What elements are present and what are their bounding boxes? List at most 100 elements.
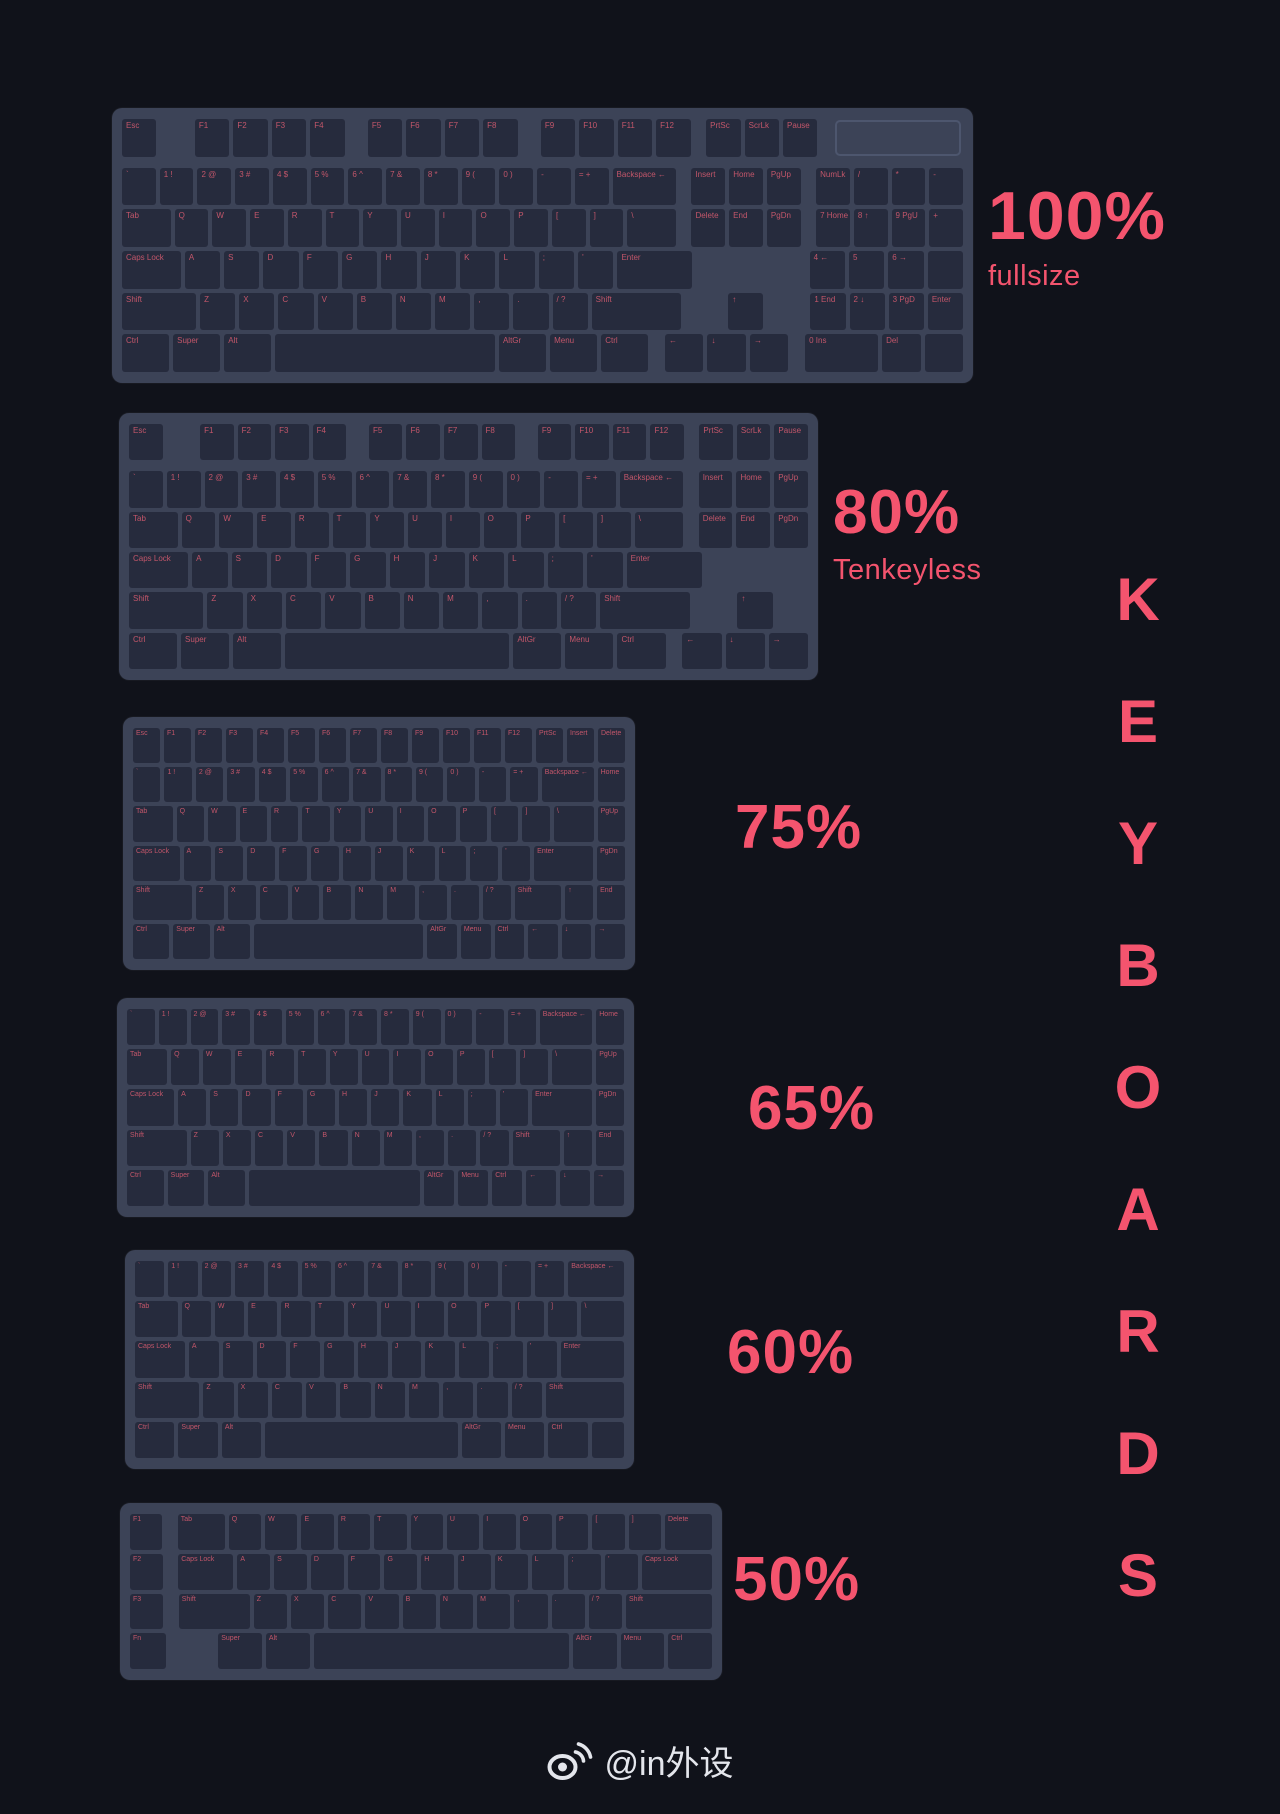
key-home: Home — [736, 471, 771, 508]
vertical-letter-b: B — [1116, 932, 1160, 999]
key-7: 7 & — [353, 767, 381, 803]
key-e: E — [250, 209, 284, 248]
key-i: I — [445, 511, 480, 548]
key-r: R — [270, 806, 299, 842]
keyboard-50-row: F3 Shift Z X C V B N M,. / ? Shift — [130, 1593, 713, 1630]
key-z: Z — [195, 884, 224, 920]
keyboard-100-row: ` 1 ! 2 @3 #4 $5 % 6 ^ 7 & 8 * 9 (0 ) - = + Backs… — [122, 167, 964, 206]
key-altgr: AltGr — [424, 1169, 455, 1207]
spacer — [694, 592, 733, 628]
key-backspace: Backspace ← — [612, 167, 677, 206]
key-backspace: Backspace ← — [539, 1009, 593, 1046]
key-shift: Shift — [133, 884, 192, 920]
key-a: A — [184, 251, 221, 289]
key-x: X — [239, 292, 275, 331]
key-: ↑ — [728, 292, 764, 331]
key-u: U — [446, 1514, 480, 1550]
key-y: Y — [329, 1049, 358, 1086]
key-o: O — [448, 1301, 478, 1338]
key-blank — [924, 334, 964, 373]
spacer — [349, 119, 364, 157]
key-caps-lock: Caps Lock — [641, 1553, 712, 1590]
key-: ↓ — [561, 923, 592, 960]
key-a: A — [183, 845, 212, 881]
keyboard-60-row: Ctrl Super Alt AltGr Menu Ctrl — [135, 1421, 625, 1459]
key-g: G — [384, 1553, 418, 1590]
key-enter: Enter — [560, 1341, 624, 1378]
key-ctrl: Ctrl — [668, 1633, 712, 1669]
key-alt: Alt — [208, 1169, 246, 1207]
key-: . — [448, 1129, 477, 1166]
key-altgr: AltGr — [513, 632, 562, 669]
key-scrlk: ScrLk — [736, 424, 771, 461]
key-alt: Alt — [224, 334, 272, 373]
key-f1: F1 — [194, 119, 230, 157]
keyboard-80-row: Caps Lock A S D F G H J K L; ' Enter — [129, 551, 808, 589]
key-m: M — [443, 592, 479, 629]
key-k: K — [425, 1341, 456, 1378]
key-o: O — [476, 209, 511, 248]
key-2: 2 @ — [204, 471, 239, 508]
key-r: R — [337, 1514, 371, 1550]
spacer — [519, 424, 534, 460]
key-t: T — [325, 209, 360, 248]
key-k: K — [403, 1089, 432, 1126]
key-f3: F3 — [275, 424, 309, 461]
key-enter: Enter — [927, 292, 963, 331]
key-super: Super — [173, 923, 210, 960]
key-pgdn: PgDn — [766, 209, 801, 248]
key-altgr: AltGr — [427, 923, 457, 960]
key-x: X — [222, 1129, 252, 1166]
key-q: Q — [176, 806, 205, 842]
size-label-60: 60% — [727, 1322, 854, 1384]
key-l: L — [508, 551, 544, 589]
key-b: B — [364, 592, 400, 629]
key-: [ — [551, 209, 586, 248]
keyboard-50: F1 Tab Q W E R T Y U I O P[] Delete F2 Caps Lock A S D F G H… — [120, 1503, 722, 1680]
size-label-50-percent: 50% — [733, 1545, 861, 1614]
key-enter: Enter — [626, 551, 702, 589]
key-m: M — [477, 1593, 511, 1630]
key-: ` — [127, 1009, 155, 1046]
keyboard-75-row: Caps Lock A S D F G H J K L; ' Enter PgDn — [133, 845, 625, 881]
key-x: X — [237, 1381, 268, 1418]
key-n: N — [439, 1593, 474, 1630]
key-1-end: 1 End — [810, 292, 846, 331]
key-: ; — [547, 551, 584, 589]
key-f1: F1 — [130, 1514, 163, 1550]
spacer — [792, 334, 801, 372]
key-8: 8 ↑ — [853, 209, 888, 248]
key-delete: Delete — [598, 728, 625, 764]
key-pgup: PgUp — [597, 806, 625, 842]
key-v: V — [306, 1381, 337, 1418]
key-6: 6 ^ — [317, 1009, 346, 1046]
key-f12: F12 — [650, 424, 684, 461]
key-5: 5 % — [317, 471, 352, 508]
key-: . — [521, 592, 557, 629]
keyboard-65: ` 1 ! 2 @3 #4 $5 % 6 ^ 7 & 8 * 9 (0 ) - = + Backs… — [117, 998, 634, 1217]
key-f11: F11 — [617, 119, 653, 157]
key-altgr: AltGr — [572, 1633, 617, 1669]
key-tab: Tab — [135, 1301, 178, 1338]
key-enter: Enter — [534, 845, 594, 881]
key-insert: Insert — [691, 167, 726, 206]
keyboard-100-row: Caps Lock A S D F G H J K L; ' Enter 4 ← 5 6 → — [122, 251, 963, 289]
key-: - — [501, 1261, 531, 1298]
key-j: J — [371, 1089, 400, 1126]
key-1: 1 ! — [158, 1009, 187, 1046]
vertical-letter-s: S — [1117, 1542, 1159, 1609]
key-: \ — [634, 511, 684, 548]
key-x: X — [290, 1593, 325, 1630]
key-p: P — [481, 1301, 511, 1338]
key-9-pgu: 9 PgU — [891, 209, 926, 248]
key-j: J — [420, 251, 457, 289]
size-label-60-percent: 60% — [727, 1318, 855, 1387]
key-0: 0 ) — [499, 167, 534, 206]
key-j: J — [374, 845, 403, 881]
key-insert: Insert — [567, 728, 594, 764]
key-4: 4 $ — [268, 1261, 298, 1298]
key-e: E — [301, 1514, 334, 1550]
key-enter: Enter — [532, 1089, 592, 1126]
size-label-50: 50% — [733, 1549, 860, 1611]
key-o: O — [483, 511, 518, 548]
